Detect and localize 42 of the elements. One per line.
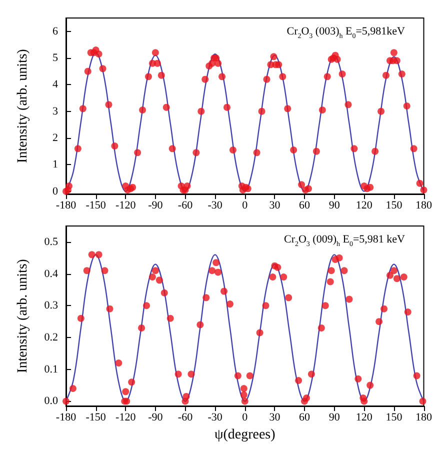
y-tick-label: 5: [52, 52, 58, 64]
x-tick-label: -180: [56, 200, 77, 212]
x-tick-label: 0: [242, 412, 248, 424]
x-tick-label: 120: [356, 412, 373, 424]
x-tick-label: -90: [148, 412, 164, 424]
y-tick-label: 2: [52, 132, 58, 144]
x-tick-label: 60: [299, 200, 310, 212]
y-tick-label: 0.2: [44, 332, 58, 344]
y-tick-label: 4: [52, 78, 58, 91]
x-tick-label: 0: [242, 200, 248, 212]
x-tick-label: 90: [328, 412, 340, 424]
x-tick-label: -150: [86, 412, 106, 424]
x-tick-label: -30: [208, 412, 223, 424]
x-tick-label: -180: [56, 412, 77, 424]
y-tick-label: 0.0: [44, 395, 58, 408]
y-tick-label: 6: [52, 25, 58, 38]
x-tick-label: 150: [386, 200, 403, 212]
x-tick-label: 60: [299, 412, 310, 424]
y-tick-label: 3: [52, 105, 58, 118]
x-tick-label: 90: [328, 200, 340, 212]
x-tick-label: -150: [86, 200, 106, 212]
x-axis-title: ψ(degrees): [214, 428, 276, 442]
x-tick-label: 150: [386, 412, 403, 424]
x-tick-label: -60: [178, 412, 194, 424]
x-tick-label: 180: [416, 200, 432, 212]
y-tick-label: 0.4: [44, 268, 58, 280]
y-tick-label: 1: [52, 158, 58, 171]
x-tick-label: -90: [148, 200, 164, 212]
x-tick-label: 180: [416, 412, 432, 424]
y-axis-title: Intensity (arb. units): [16, 258, 30, 373]
y-axis-title: Intensity (arb. units): [16, 48, 30, 163]
x-tick-label: -60: [178, 200, 194, 212]
x-tick-label: -30: [208, 200, 223, 212]
x-tick-label: 120: [356, 200, 373, 212]
x-tick-label: 30: [269, 200, 281, 212]
x-tick-label: 30: [269, 412, 281, 424]
x-tick-label: -120: [116, 412, 136, 424]
y-tick-label: 0.1: [44, 363, 58, 376]
y-tick-label: 0: [52, 185, 58, 198]
y-tick-label: 0.3: [44, 300, 58, 312]
x-tick-label: -120: [116, 200, 136, 212]
y-tick-label: 0.5: [44, 236, 58, 248]
